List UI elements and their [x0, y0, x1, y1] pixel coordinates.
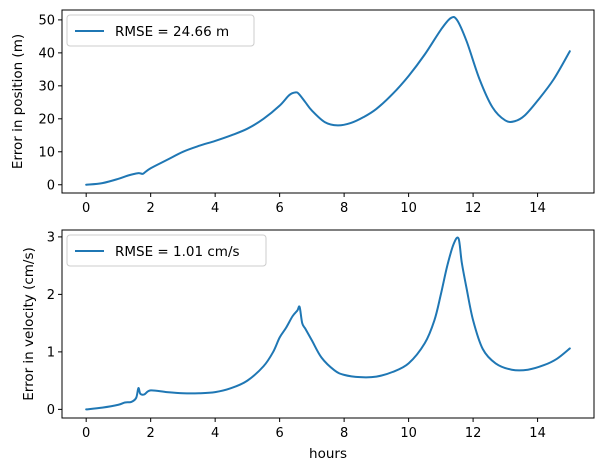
velocity-error-ylabel: Error in velocity (cm/s) [21, 247, 37, 401]
position-error-series-line [85, 16, 571, 186]
position-error-ylabel: Error in position (m) [10, 34, 26, 169]
velocity-error-yticks: 0 1 2 3 [47, 230, 62, 418]
position-error-legend-label: RMSE = 24.66 m [115, 24, 229, 40]
velocity-error-xtick-label: 14 [529, 426, 546, 441]
position-error-ytick-label: 10 [38, 145, 55, 160]
velocity-error-xlabel: hours [309, 446, 347, 462]
velocity-error-ytick-label: 1 [47, 345, 55, 360]
position-error-xtick-label: 2 [147, 201, 155, 216]
position-error-series-group [85, 16, 571, 186]
position-error-legend-box [66, 14, 255, 47]
position-error-ytick-label: 20 [38, 112, 55, 127]
velocity-error-legend-label: RMSE = 1.01 cm/s [115, 244, 240, 260]
velocity-error-xtick-label: 8 [340, 426, 348, 441]
position-error-subplot: 0 2 4 6 8 10 12 14 0 10 20 30 40 50 Error in positio… [10, 9, 595, 216]
velocity-error-xticks: 0 2 4 6 8 10 12 14 [82, 418, 546, 441]
position-error-ytick-label: 40 [38, 46, 55, 61]
velocity-error-xtick-label: 4 [211, 426, 219, 441]
velocity-error-xtick-label: 12 [465, 426, 482, 441]
velocity-error-xtick-label: 10 [400, 426, 417, 441]
position-error-legend: RMSE = 24.66 m [66, 14, 255, 47]
position-error-xtick-label: 6 [275, 201, 283, 216]
velocity-error-ytick-label: 3 [47, 230, 55, 245]
position-error-xtick-label: 4 [211, 201, 219, 216]
velocity-error-series-group [85, 236, 571, 411]
position-error-xtick-label: 0 [82, 201, 90, 216]
velocity-error-xtick-label: 2 [147, 426, 155, 441]
position-error-xtick-label: 14 [529, 201, 546, 216]
velocity-error-ytick-label: 2 [47, 288, 55, 303]
velocity-error-legend: RMSE = 1.01 cm/s [66, 234, 267, 267]
position-error-yticks: 0 10 20 30 40 50 [38, 13, 62, 193]
velocity-error-legend-box [66, 234, 267, 267]
position-error-xtick-label: 12 [465, 201, 482, 216]
velocity-error-xtick-label: 0 [82, 426, 90, 441]
position-error-xticks: 0 2 4 6 8 10 12 14 [82, 193, 546, 216]
position-error-ytick-label: 30 [38, 79, 55, 94]
velocity-error-series-line [85, 236, 571, 411]
position-error-xtick-label: 10 [400, 201, 417, 216]
position-error-axes-frame [61, 9, 595, 194]
velocity-error-ytick-label: 0 [47, 403, 55, 418]
position-error-xtick-label: 8 [340, 201, 348, 216]
velocity-error-xtick-label: 6 [275, 426, 283, 441]
position-error-ytick-label: 50 [38, 13, 55, 28]
velocity-error-axes-frame [61, 229, 595, 419]
position-error-ytick-label: 0 [47, 178, 55, 193]
